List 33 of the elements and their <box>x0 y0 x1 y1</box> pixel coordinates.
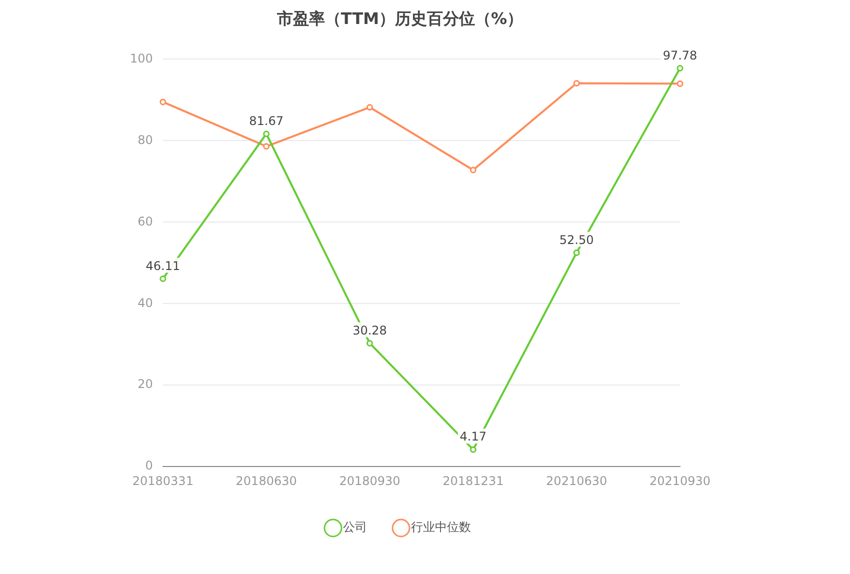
y-tick-label: 80 <box>138 132 153 147</box>
point <box>366 340 373 346</box>
data-label: 97.78 <box>662 48 698 62</box>
legend-label: 行业中位数 <box>411 520 471 534</box>
y-tick-label: 40 <box>138 296 153 310</box>
x-tick-label: 20210930 <box>649 474 711 488</box>
x-tick-label: 20210630 <box>546 474 608 488</box>
chart-title: 市盈率（TTM）历史百分位（%） <box>276 8 524 28</box>
x-tick-label: 20181231 <box>442 474 504 488</box>
data-label: 4.17 <box>460 430 487 444</box>
x-tick-label: 20180630 <box>236 474 297 488</box>
x-tick-label: 20180930 <box>339 474 400 488</box>
point <box>676 80 684 87</box>
y-tick-label: 100 <box>130 51 153 66</box>
point <box>573 249 580 256</box>
point <box>470 166 476 174</box>
point <box>160 98 166 106</box>
point <box>263 130 270 138</box>
data-label: 46.11 <box>146 258 180 273</box>
y-tick-label: 60 <box>138 214 153 228</box>
point <box>470 446 476 453</box>
point <box>573 80 580 86</box>
data-label: 30.28 <box>352 323 387 338</box>
y-tick-label: 0 <box>145 458 153 473</box>
point <box>263 143 270 150</box>
y-tick-label: 20 <box>138 377 153 392</box>
data-label: 52.50 <box>559 232 594 247</box>
point <box>160 276 166 282</box>
point <box>366 104 373 111</box>
x-tick-label: 20180331 <box>132 474 194 488</box>
data-label: 81.67 <box>249 114 284 128</box>
legend-label: 公司 <box>343 520 367 534</box>
point <box>676 64 684 72</box>
